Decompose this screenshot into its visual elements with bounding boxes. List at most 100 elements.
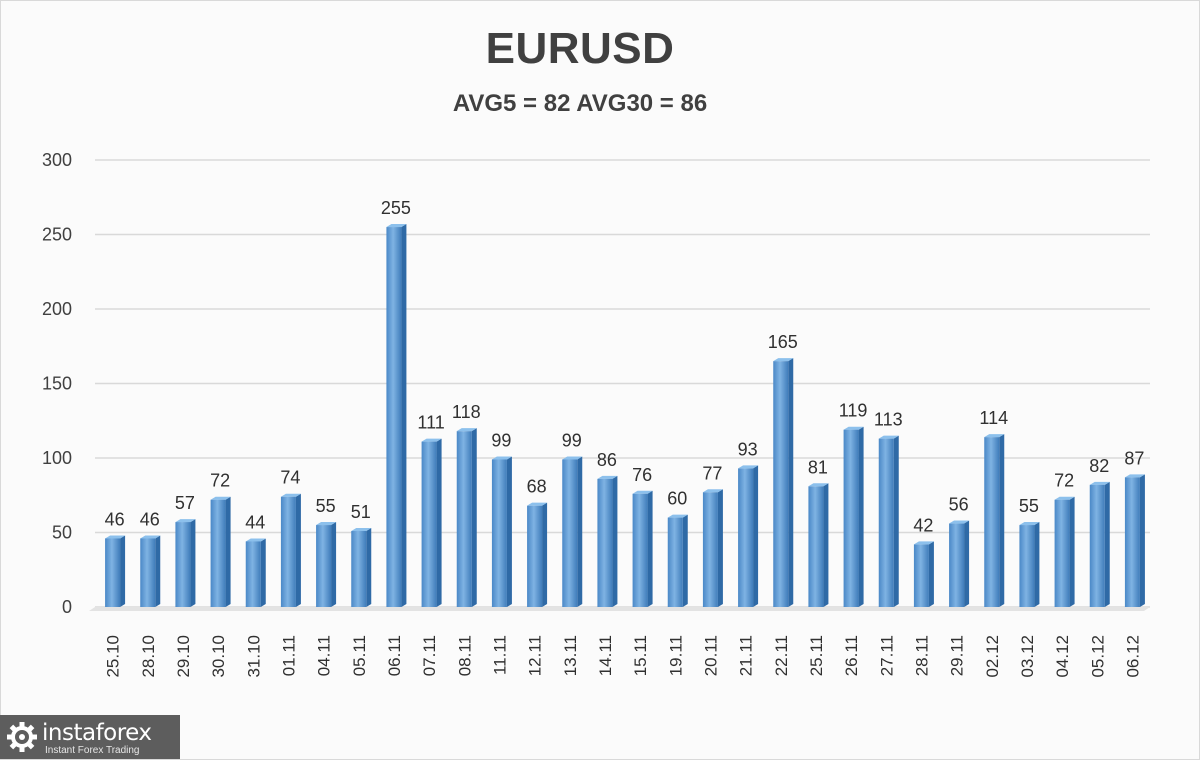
bar-side bbox=[225, 496, 231, 607]
bar bbox=[562, 459, 578, 607]
x-tick-label: 14.11 bbox=[596, 635, 615, 676]
bar-top bbox=[105, 535, 126, 539]
bar-top bbox=[808, 483, 829, 487]
data-label: 44 bbox=[245, 512, 265, 532]
bar-side bbox=[436, 438, 442, 607]
chart-floor bbox=[89, 607, 1150, 611]
bar-top bbox=[210, 496, 231, 500]
bar-side bbox=[506, 456, 512, 607]
bar-side bbox=[120, 535, 126, 607]
x-tick-label: 02.12 bbox=[983, 635, 1002, 678]
bar-side bbox=[823, 483, 829, 607]
x-tick-label: 15.11 bbox=[631, 635, 650, 676]
y-tick-label: 150 bbox=[42, 374, 72, 394]
x-tick-label: 05.11 bbox=[350, 635, 369, 676]
data-label: 46 bbox=[140, 509, 160, 529]
bar-top bbox=[738, 465, 759, 469]
bar bbox=[386, 227, 402, 608]
bar-top bbox=[632, 490, 653, 494]
chart-title: EURUSD bbox=[485, 24, 675, 73]
bar bbox=[667, 517, 683, 607]
bar bbox=[597, 478, 613, 607]
bar bbox=[491, 459, 507, 607]
bar-top bbox=[913, 541, 934, 545]
chart-subtitle: AVG5 = 82 AVG30 = 86 bbox=[452, 90, 708, 117]
bar-top bbox=[949, 520, 970, 524]
bar bbox=[421, 441, 437, 607]
x-tick-label: 11.11 bbox=[490, 635, 509, 675]
x-tick-label: 28.11 bbox=[912, 635, 931, 676]
bar-side bbox=[647, 490, 653, 607]
bar-side bbox=[366, 528, 372, 607]
bar bbox=[280, 496, 296, 607]
watermark-logo: instaforex Instant Forex Trading bbox=[0, 715, 180, 759]
bar-side bbox=[401, 224, 407, 608]
bar-side bbox=[999, 434, 1005, 607]
bar-side bbox=[753, 465, 759, 607]
data-label: 74 bbox=[280, 468, 300, 488]
x-tick-label: 20.11 bbox=[701, 635, 720, 676]
data-label: 113 bbox=[874, 410, 903, 430]
bar-top bbox=[1019, 522, 1040, 526]
x-tick-label: 05.12 bbox=[1088, 635, 1107, 678]
bar-side bbox=[928, 541, 934, 607]
x-tick-label: 27.11 bbox=[877, 635, 896, 676]
y-tick-label: 300 bbox=[42, 150, 72, 170]
bar-side bbox=[155, 535, 161, 607]
bar-top bbox=[421, 438, 442, 442]
data-label: 118 bbox=[452, 402, 481, 422]
data-label: 82 bbox=[1089, 456, 1109, 476]
bar-top bbox=[878, 435, 899, 439]
brand-tagline: Instant Forex Trading bbox=[45, 745, 140, 756]
bar-side bbox=[577, 456, 583, 607]
bar bbox=[105, 538, 121, 607]
y-tick-label: 250 bbox=[42, 225, 72, 245]
x-tick-label: 29.11 bbox=[948, 635, 967, 676]
bar bbox=[351, 531, 367, 607]
bar-top bbox=[351, 528, 372, 532]
data-label: 68 bbox=[527, 477, 547, 497]
data-label: 99 bbox=[562, 430, 582, 450]
bar-top bbox=[175, 519, 196, 523]
x-tick-label: 03.12 bbox=[1018, 635, 1037, 678]
bar bbox=[632, 493, 648, 607]
bar-side bbox=[1139, 474, 1145, 607]
data-label: 51 bbox=[351, 502, 371, 522]
bar bbox=[456, 431, 472, 607]
bar-top bbox=[527, 502, 548, 506]
bar-top bbox=[1124, 474, 1145, 478]
bar bbox=[808, 486, 824, 607]
bar bbox=[140, 538, 156, 607]
bar-top bbox=[667, 514, 688, 518]
bar-side bbox=[612, 475, 618, 607]
data-label: 76 bbox=[632, 465, 652, 485]
x-tick-label: 07.11 bbox=[420, 635, 439, 676]
bar-top bbox=[280, 493, 301, 497]
bar-top bbox=[702, 489, 723, 493]
y-tick-label: 200 bbox=[42, 299, 72, 319]
bar bbox=[1124, 477, 1140, 607]
bar-side bbox=[893, 435, 899, 607]
data-label: 86 bbox=[597, 450, 617, 470]
data-label: 55 bbox=[316, 496, 336, 516]
bar bbox=[1089, 484, 1105, 607]
x-tick-label: 28.10 bbox=[139, 635, 158, 678]
x-tick-label: 01.11 bbox=[279, 635, 298, 676]
bar bbox=[702, 492, 718, 607]
data-label: 99 bbox=[491, 430, 511, 450]
bar bbox=[245, 541, 261, 607]
bar-top bbox=[562, 456, 583, 460]
bar bbox=[773, 361, 789, 607]
data-label: 93 bbox=[738, 439, 758, 459]
x-tick-label: 19.11 bbox=[666, 635, 685, 676]
x-tick-label: 25.11 bbox=[807, 635, 826, 676]
bar-side bbox=[1034, 522, 1040, 607]
bar bbox=[175, 522, 191, 607]
bar-side bbox=[1069, 496, 1075, 607]
bar-side bbox=[542, 502, 548, 607]
data-label: 72 bbox=[210, 471, 230, 491]
gear-icon bbox=[7, 722, 37, 752]
x-tick-label: 13.11 bbox=[561, 635, 580, 676]
